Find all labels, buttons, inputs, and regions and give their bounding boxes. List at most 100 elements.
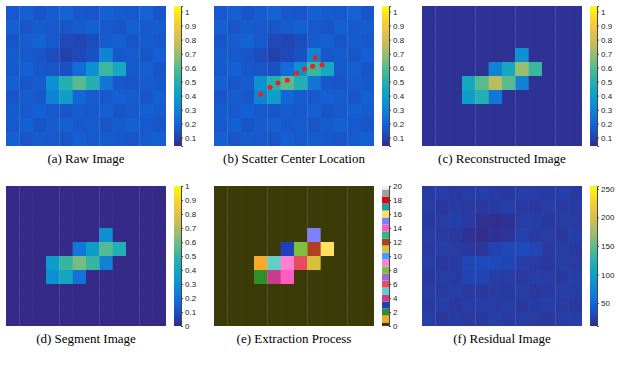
cell <box>227 242 241 256</box>
cell <box>19 118 33 132</box>
tick: 50 <box>597 299 610 308</box>
tick: 0.7 <box>181 50 197 59</box>
cell <box>462 200 476 214</box>
cell <box>555 6 569 20</box>
cell <box>489 256 503 270</box>
cell <box>139 256 153 270</box>
cell <box>59 76 73 90</box>
cell <box>449 34 463 48</box>
cell <box>19 20 33 34</box>
tick-mark <box>597 246 599 247</box>
cell <box>153 48 166 62</box>
cell <box>422 214 436 228</box>
cell <box>489 200 503 214</box>
cell <box>422 270 436 284</box>
cell <box>334 186 348 200</box>
cell <box>569 312 582 326</box>
cell <box>321 34 335 48</box>
cell <box>214 242 228 256</box>
cell <box>214 90 228 104</box>
tick-label: 0.5 <box>185 78 197 87</box>
tick-mark <box>597 40 599 41</box>
cell <box>502 34 516 48</box>
colorbar-swatch <box>382 267 389 274</box>
cell <box>214 34 228 48</box>
cell <box>449 270 463 284</box>
colorbar-ramp <box>590 186 597 326</box>
cell <box>307 242 321 256</box>
cell <box>214 186 228 200</box>
cell <box>46 298 60 312</box>
cell <box>462 132 476 146</box>
cell <box>361 214 374 228</box>
cell <box>59 256 73 270</box>
cell <box>334 132 348 146</box>
cell <box>6 118 20 132</box>
tick: 0.8 <box>181 210 197 219</box>
cell <box>542 20 556 34</box>
cell <box>462 118 476 132</box>
cell <box>46 256 60 270</box>
cell <box>126 34 140 48</box>
cell <box>73 48 87 62</box>
tick-mark <box>181 12 183 13</box>
image <box>422 186 582 326</box>
cell <box>334 62 348 76</box>
tick: 0.4 <box>389 92 405 101</box>
cell <box>73 104 87 118</box>
cell <box>281 104 295 118</box>
cell <box>46 20 60 34</box>
cell <box>227 298 241 312</box>
cell <box>59 228 73 242</box>
cell <box>569 20 582 34</box>
cell <box>361 104 374 118</box>
tick-mark <box>389 312 391 313</box>
cell <box>6 20 20 34</box>
tick-mark <box>389 82 391 83</box>
cell <box>529 186 543 200</box>
cell <box>126 242 140 256</box>
cell <box>227 48 241 62</box>
cell <box>281 90 295 104</box>
cell <box>267 62 281 76</box>
cell <box>241 62 255 76</box>
cell <box>449 132 463 146</box>
cell <box>321 242 335 256</box>
cell <box>489 312 503 326</box>
cell <box>254 298 268 312</box>
cell <box>435 256 449 270</box>
cell <box>569 90 582 104</box>
cell <box>6 200 20 214</box>
cell <box>435 228 449 242</box>
cell <box>422 20 436 34</box>
cell <box>33 186 47 200</box>
cell <box>6 214 20 228</box>
cell <box>73 90 87 104</box>
cell <box>321 118 335 132</box>
cell <box>113 228 127 242</box>
cell <box>267 228 281 242</box>
cell <box>475 118 489 132</box>
cell <box>542 214 556 228</box>
cell <box>153 214 166 228</box>
cell <box>19 76 33 90</box>
cell <box>515 228 529 242</box>
tick-mark <box>597 189 599 190</box>
tick-label: 0.2 <box>393 120 405 129</box>
cell <box>347 118 361 132</box>
cell <box>475 270 489 284</box>
cell <box>267 34 281 48</box>
cell <box>361 228 374 242</box>
cell <box>139 270 153 284</box>
cell <box>214 200 228 214</box>
cell <box>126 200 140 214</box>
tick-mark <box>389 96 391 97</box>
cell <box>361 48 374 62</box>
cell <box>529 298 543 312</box>
tick-label: 20 <box>393 182 402 191</box>
tick: 0.7 <box>389 50 405 59</box>
cell <box>19 6 33 20</box>
cell <box>6 132 20 146</box>
cell <box>227 270 241 284</box>
cell <box>422 200 436 214</box>
